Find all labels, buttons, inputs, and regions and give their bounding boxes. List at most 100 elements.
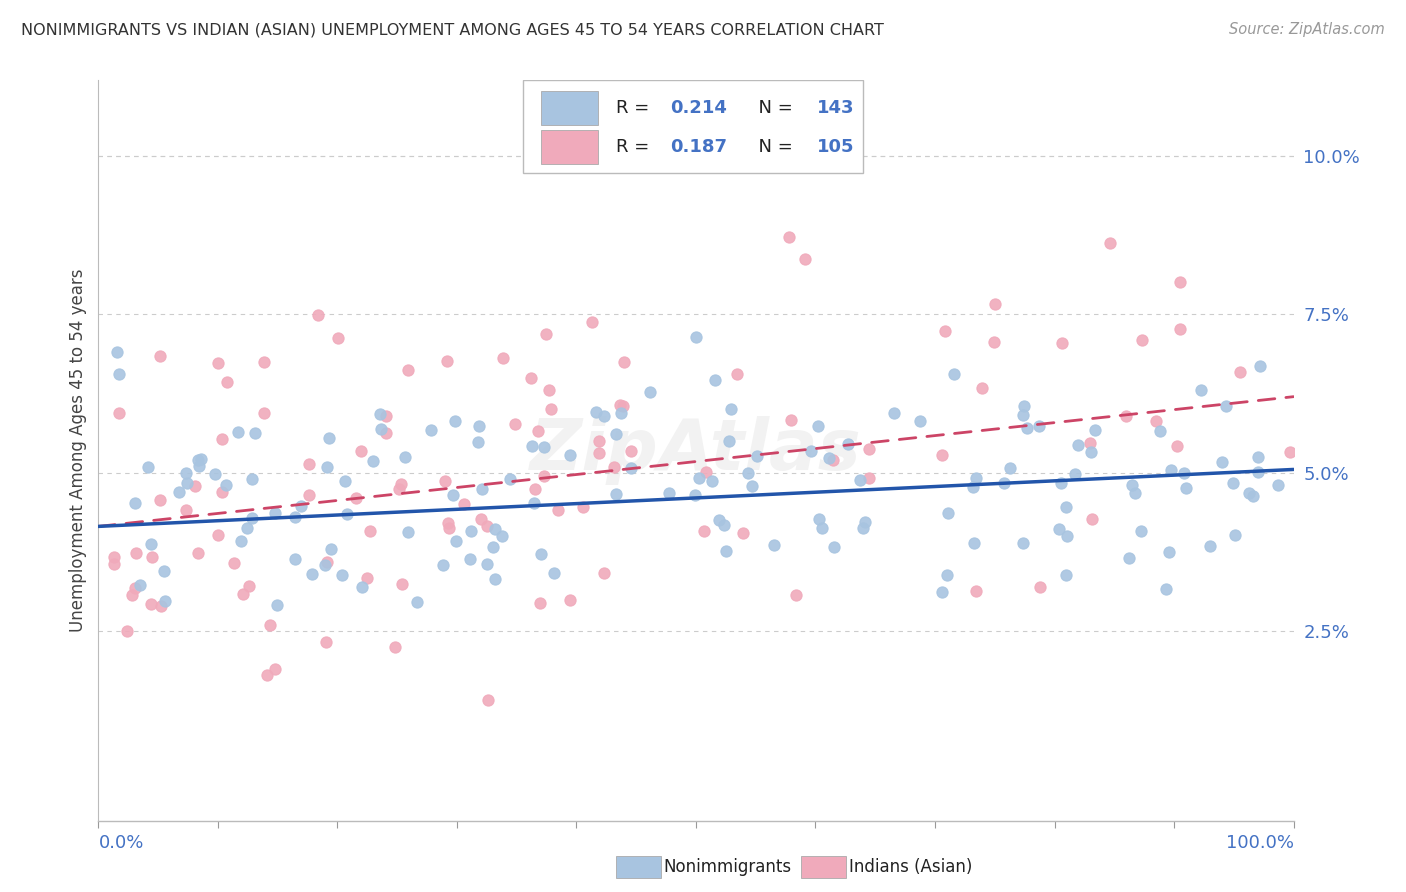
Point — [1049, 523, 1071, 537]
Point — [529, 596, 551, 610]
Point — [533, 440, 555, 454]
Point — [943, 367, 966, 381]
Point — [207, 355, 229, 369]
Point — [103, 550, 125, 565]
Point — [150, 599, 173, 613]
Point — [211, 432, 233, 446]
Point — [1156, 582, 1178, 596]
Point — [124, 581, 146, 595]
Point — [534, 326, 557, 341]
Point — [226, 425, 249, 440]
Point — [105, 345, 128, 359]
Point — [107, 368, 129, 382]
Point — [207, 528, 229, 542]
FancyBboxPatch shape — [523, 80, 863, 173]
Point — [204, 467, 226, 482]
Point — [187, 458, 209, 473]
Point — [359, 524, 381, 538]
Point — [290, 499, 312, 513]
Point — [453, 497, 475, 511]
Point — [475, 518, 498, 533]
Text: 0.187: 0.187 — [669, 138, 727, 156]
Point — [965, 471, 987, 485]
Point — [1130, 524, 1153, 538]
Point — [588, 434, 610, 449]
Point — [240, 472, 263, 486]
Point — [560, 448, 582, 462]
Point — [818, 450, 841, 465]
Point — [174, 466, 197, 480]
Point — [1052, 336, 1074, 351]
Point — [1081, 511, 1104, 525]
Point — [931, 448, 953, 462]
Point — [1168, 275, 1191, 289]
Point — [524, 482, 547, 496]
Point — [807, 418, 830, 433]
Point — [187, 546, 209, 560]
Text: Nonimmigrants: Nonimmigrants — [664, 858, 792, 876]
Point — [1237, 485, 1260, 500]
Point — [315, 558, 337, 572]
Point — [481, 541, 503, 555]
Point — [620, 444, 643, 458]
Point — [1121, 478, 1143, 492]
Point — [477, 693, 499, 707]
Text: ZipAtlas: ZipAtlas — [530, 416, 862, 485]
Point — [499, 472, 522, 486]
Point — [529, 547, 551, 561]
Point — [935, 568, 957, 582]
Point — [737, 466, 759, 480]
Point — [1123, 486, 1146, 500]
Point — [610, 406, 633, 420]
Point — [375, 425, 398, 440]
Point — [685, 330, 707, 344]
Point — [149, 493, 172, 508]
Point — [821, 453, 844, 467]
Point — [853, 516, 876, 530]
Point — [522, 439, 544, 453]
Point — [107, 406, 129, 420]
Point — [389, 477, 412, 491]
Point — [1168, 322, 1191, 336]
Point — [436, 516, 458, 530]
Point — [350, 444, 373, 458]
Point — [612, 399, 634, 413]
FancyBboxPatch shape — [541, 91, 598, 125]
Point — [588, 446, 610, 460]
Text: 100.0%: 100.0% — [1226, 834, 1294, 852]
Point — [335, 474, 357, 488]
Point — [149, 349, 172, 363]
Point — [1130, 333, 1153, 347]
Point — [683, 488, 706, 502]
Point — [934, 324, 956, 338]
Point — [733, 525, 755, 540]
Point — [388, 483, 411, 497]
Point — [187, 452, 209, 467]
Point — [810, 521, 832, 535]
Point — [984, 297, 1007, 311]
Point — [298, 488, 321, 502]
Point — [253, 406, 276, 420]
Point — [420, 423, 443, 437]
Point — [540, 401, 562, 416]
Point — [441, 488, 464, 502]
Point — [1012, 536, 1035, 550]
Point — [141, 598, 163, 612]
Point — [572, 500, 595, 514]
Point — [1249, 359, 1271, 373]
Point — [1012, 399, 1035, 413]
Point — [361, 454, 384, 468]
Point — [858, 442, 880, 456]
Point — [153, 564, 176, 578]
Text: 143: 143 — [817, 99, 855, 117]
Point — [344, 491, 367, 506]
Point — [883, 406, 905, 420]
Point — [284, 509, 307, 524]
Point — [256, 667, 278, 681]
Point — [858, 471, 880, 485]
FancyBboxPatch shape — [541, 130, 598, 164]
Text: N =: N = — [748, 99, 799, 117]
Point — [523, 496, 546, 510]
Point — [1222, 475, 1244, 490]
Point — [1175, 481, 1198, 495]
